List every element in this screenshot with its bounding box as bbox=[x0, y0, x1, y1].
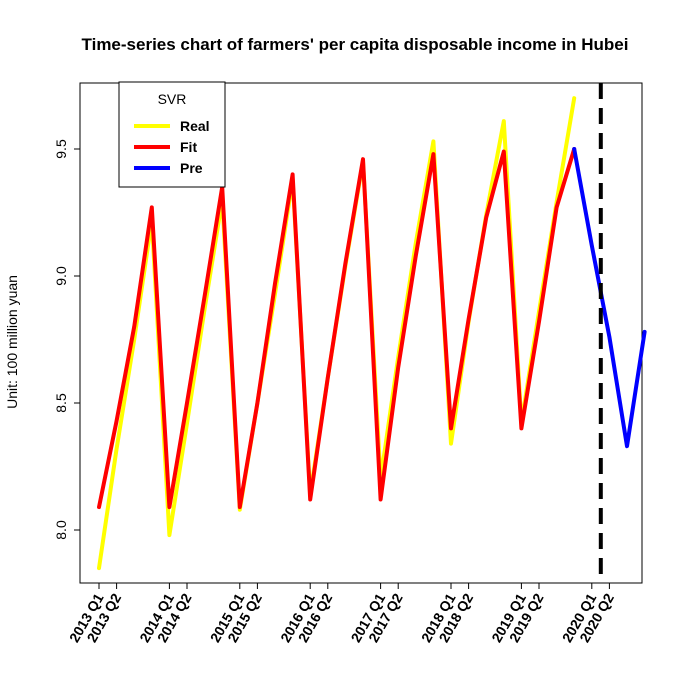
legend-label-fit: Fit bbox=[180, 139, 197, 155]
legend-items: Real Fit Pre bbox=[134, 118, 210, 176]
y-tick-label: 9.5 bbox=[53, 139, 69, 159]
plot-frame bbox=[79, 82, 643, 584]
y-axis-label: Unit: 100 million yuan bbox=[4, 275, 20, 409]
y-tick-label: 8.5 bbox=[53, 393, 69, 413]
chart-title: Time-series chart of farmers' per capita… bbox=[82, 35, 629, 54]
y-axis: 8.0 8.5 9.0 9.5 bbox=[53, 139, 80, 540]
legend-label-real: Real bbox=[180, 118, 210, 134]
series-line-fit bbox=[97, 147, 577, 510]
legend-label-pre: Pre bbox=[180, 160, 203, 176]
series-line-pre bbox=[572, 147, 647, 449]
legend-title: SVR bbox=[158, 91, 187, 107]
y-tick-label: 8.0 bbox=[53, 520, 69, 540]
series-layer bbox=[97, 96, 647, 571]
legend: SVR Real Fit Pre bbox=[118, 81, 226, 188]
y-tick-label: 9.0 bbox=[53, 266, 69, 286]
